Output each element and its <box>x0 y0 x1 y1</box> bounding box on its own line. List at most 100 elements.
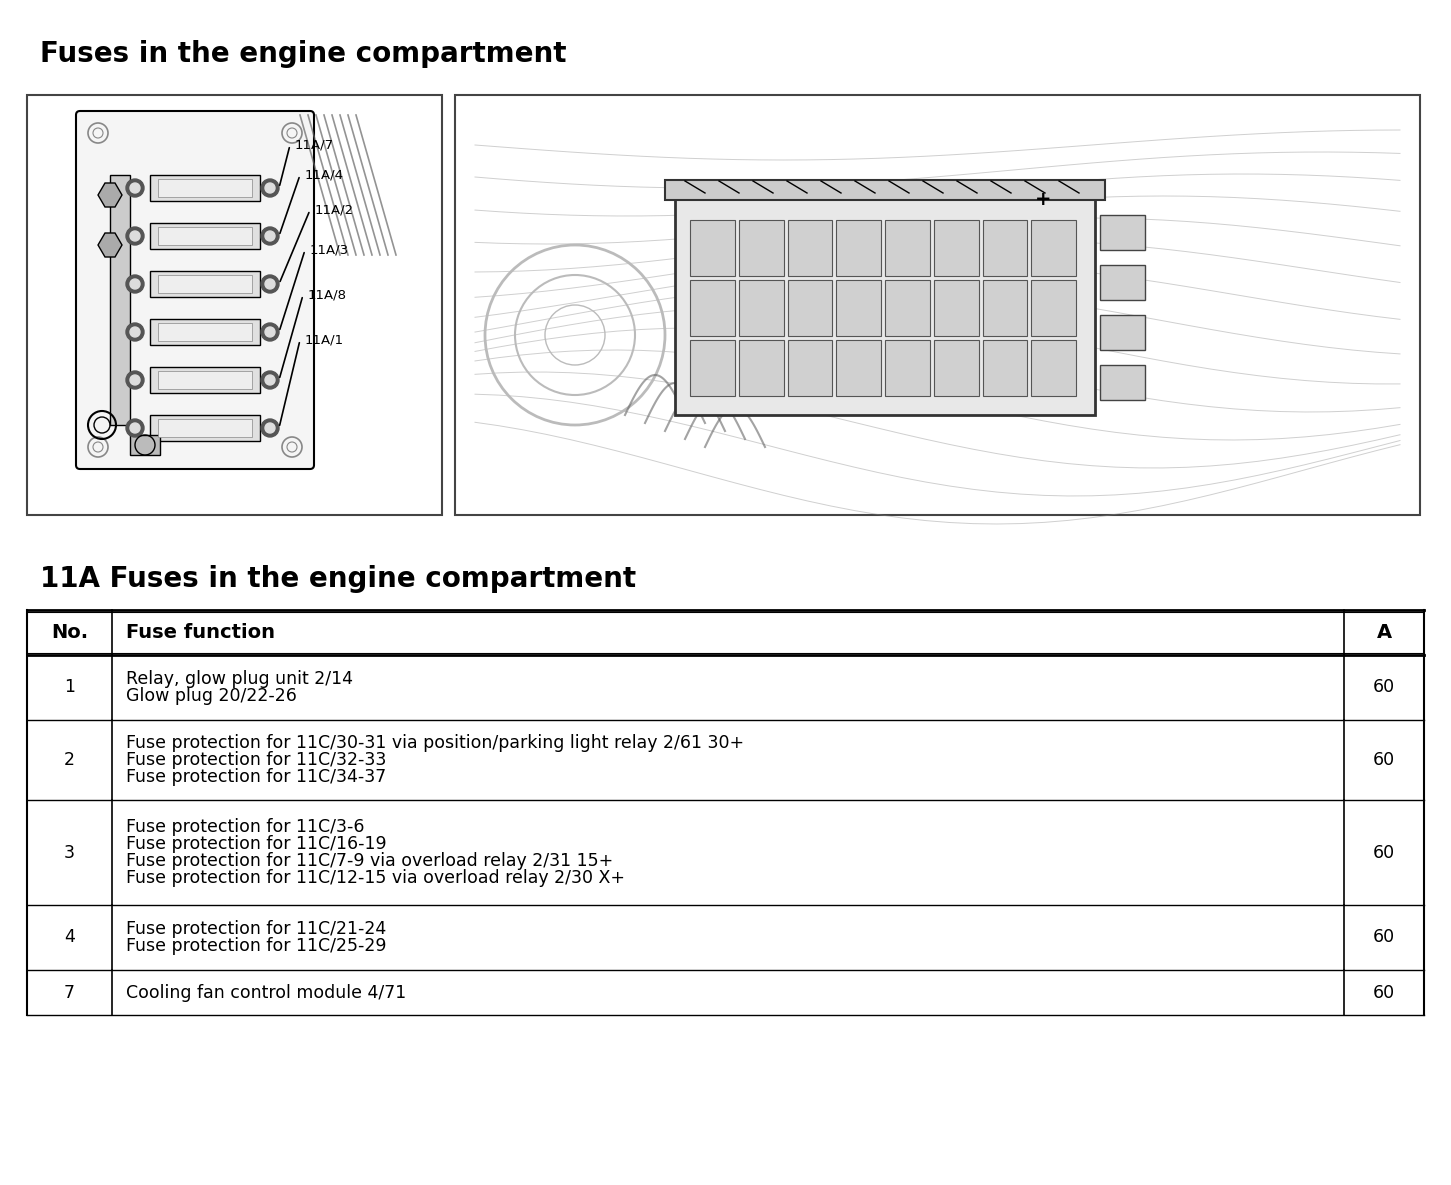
Bar <box>1032 340 1077 396</box>
Circle shape <box>266 231 276 241</box>
Text: 60: 60 <box>1373 844 1394 861</box>
Text: 11A/1: 11A/1 <box>305 333 344 346</box>
Text: Fuse function: Fuse function <box>126 623 276 642</box>
Circle shape <box>261 179 279 197</box>
Bar <box>982 220 1027 276</box>
Bar <box>149 415 260 441</box>
Bar <box>1100 365 1145 401</box>
Text: A: A <box>1377 623 1392 642</box>
Bar <box>788 220 833 276</box>
Bar <box>934 280 978 337</box>
Text: Fuse protection for 11C/3-6: Fuse protection for 11C/3-6 <box>126 818 364 835</box>
Text: 11A Fuses in the engine compartment: 11A Fuses in the engine compartment <box>41 565 636 592</box>
Text: 11A/4: 11A/4 <box>305 168 344 181</box>
Bar <box>1032 280 1077 337</box>
Text: 11A/3: 11A/3 <box>311 243 350 256</box>
Text: Fuse protection for 11C/32-33: Fuse protection for 11C/32-33 <box>126 751 386 769</box>
Bar <box>158 324 252 341</box>
Text: Fuse protection for 11C/34-37: Fuse protection for 11C/34-37 <box>126 768 386 786</box>
Text: 2: 2 <box>64 751 75 769</box>
Circle shape <box>266 327 276 337</box>
Bar <box>28 610 1423 655</box>
Bar <box>28 800 1423 905</box>
Bar <box>1032 220 1077 276</box>
Text: Fuse protection for 11C/16-19: Fuse protection for 11C/16-19 <box>126 835 386 853</box>
Circle shape <box>131 327 139 337</box>
Bar <box>691 280 734 337</box>
Circle shape <box>126 275 144 293</box>
Text: Relay, glow plug unit 2/14: Relay, glow plug unit 2/14 <box>126 670 353 688</box>
Bar <box>110 175 131 425</box>
Circle shape <box>261 228 279 245</box>
Circle shape <box>131 374 139 385</box>
Bar <box>739 340 784 396</box>
Text: 4: 4 <box>64 929 75 947</box>
Bar <box>28 905 1423 971</box>
Text: 60: 60 <box>1373 984 1394 1001</box>
Bar <box>149 367 260 393</box>
Polygon shape <box>99 233 122 257</box>
Bar <box>691 220 734 276</box>
Bar <box>982 340 1027 396</box>
Bar <box>1100 265 1145 300</box>
Bar <box>675 196 1096 415</box>
Text: 60: 60 <box>1373 679 1394 697</box>
Bar <box>28 971 1423 1016</box>
Text: 60: 60 <box>1373 929 1394 947</box>
Text: 1: 1 <box>64 679 75 697</box>
Bar <box>982 280 1027 337</box>
Bar <box>665 180 1106 200</box>
Bar <box>1100 315 1145 350</box>
Bar <box>149 271 260 297</box>
Circle shape <box>266 182 276 193</box>
Circle shape <box>261 275 279 293</box>
Circle shape <box>131 423 139 433</box>
Text: Fuse protection for 11C/7-9 via overload relay 2/31 15+: Fuse protection for 11C/7-9 via overload… <box>126 852 614 870</box>
Circle shape <box>266 423 276 433</box>
Circle shape <box>131 182 139 193</box>
Bar <box>885 280 930 337</box>
Circle shape <box>126 324 144 341</box>
Text: Glow plug 20/22-26: Glow plug 20/22-26 <box>126 687 297 705</box>
Bar <box>836 220 881 276</box>
Bar <box>788 280 833 337</box>
Circle shape <box>131 231 139 241</box>
Bar <box>836 280 881 337</box>
Bar <box>158 419 252 437</box>
Text: No.: No. <box>51 623 89 642</box>
Bar <box>158 228 252 245</box>
Bar <box>158 371 252 389</box>
Bar <box>934 220 978 276</box>
Bar <box>456 95 1421 515</box>
Text: Fuses in the engine compartment: Fuses in the engine compartment <box>41 40 566 68</box>
Bar <box>836 340 881 396</box>
Text: +: + <box>1035 190 1052 209</box>
Text: 3: 3 <box>64 844 75 861</box>
Bar <box>934 340 978 396</box>
Bar <box>149 175 260 201</box>
Circle shape <box>261 371 279 389</box>
Text: Cooling fan control module 4/71: Cooling fan control module 4/71 <box>126 984 406 1001</box>
Bar <box>885 340 930 396</box>
Circle shape <box>266 278 276 289</box>
Text: Fuse protection for 11C/21-24: Fuse protection for 11C/21-24 <box>126 920 386 939</box>
Bar <box>739 280 784 337</box>
Bar <box>28 95 443 515</box>
Circle shape <box>126 419 144 437</box>
Circle shape <box>266 374 276 385</box>
FancyBboxPatch shape <box>75 111 313 469</box>
Circle shape <box>126 228 144 245</box>
Text: 7: 7 <box>64 984 75 1001</box>
Circle shape <box>126 371 144 389</box>
Bar <box>28 720 1423 800</box>
Bar <box>131 435 160 455</box>
Text: 11A/7: 11A/7 <box>295 139 334 152</box>
Circle shape <box>261 324 279 341</box>
Text: Fuse protection for 11C/25-29: Fuse protection for 11C/25-29 <box>126 937 386 955</box>
Bar <box>149 223 260 249</box>
Bar <box>788 340 833 396</box>
Text: Fuse protection for 11C/30-31 via position/parking light relay 2/61 30+: Fuse protection for 11C/30-31 via positi… <box>126 734 744 752</box>
Bar <box>149 319 260 345</box>
Text: 11A/2: 11A/2 <box>315 204 354 217</box>
Circle shape <box>261 419 279 437</box>
